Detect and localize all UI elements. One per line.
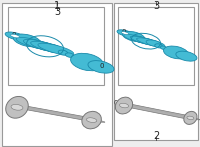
Ellipse shape — [124, 34, 152, 44]
Ellipse shape — [123, 31, 145, 41]
Polygon shape — [195, 118, 200, 120]
Polygon shape — [118, 102, 196, 121]
Text: 1: 1 — [54, 1, 60, 11]
Ellipse shape — [5, 32, 25, 40]
FancyBboxPatch shape — [8, 7, 104, 85]
Ellipse shape — [155, 44, 162, 48]
Ellipse shape — [38, 43, 74, 55]
Ellipse shape — [184, 111, 197, 124]
Text: 0: 0 — [11, 32, 16, 38]
Text: 3: 3 — [153, 1, 159, 11]
Text: 3: 3 — [54, 7, 60, 17]
Ellipse shape — [31, 41, 67, 53]
Ellipse shape — [117, 30, 133, 36]
Text: 2: 2 — [153, 131, 159, 141]
Ellipse shape — [160, 46, 167, 50]
Ellipse shape — [115, 97, 133, 114]
FancyBboxPatch shape — [118, 7, 194, 85]
FancyBboxPatch shape — [114, 3, 198, 140]
Polygon shape — [10, 103, 101, 123]
Ellipse shape — [165, 48, 171, 51]
Ellipse shape — [176, 51, 197, 61]
Ellipse shape — [163, 46, 189, 59]
Ellipse shape — [6, 96, 28, 118]
Text: 0: 0 — [122, 29, 126, 35]
Polygon shape — [100, 120, 105, 122]
Ellipse shape — [72, 55, 79, 59]
Ellipse shape — [13, 34, 41, 47]
Ellipse shape — [146, 40, 162, 47]
Ellipse shape — [35, 42, 55, 51]
Ellipse shape — [58, 50, 68, 55]
Ellipse shape — [121, 32, 129, 35]
Ellipse shape — [23, 39, 59, 51]
Ellipse shape — [28, 40, 48, 49]
Ellipse shape — [82, 111, 101, 129]
Ellipse shape — [71, 53, 103, 71]
Ellipse shape — [11, 104, 23, 110]
Ellipse shape — [137, 38, 165, 47]
Text: 0: 0 — [100, 63, 104, 69]
Ellipse shape — [133, 37, 149, 43]
Ellipse shape — [86, 118, 97, 122]
Text: 0: 0 — [114, 100, 118, 106]
Ellipse shape — [140, 38, 155, 45]
Ellipse shape — [42, 44, 62, 53]
Ellipse shape — [187, 116, 194, 120]
FancyBboxPatch shape — [2, 3, 112, 146]
Ellipse shape — [88, 61, 114, 73]
Ellipse shape — [119, 103, 129, 108]
Ellipse shape — [130, 36, 159, 45]
Ellipse shape — [16, 37, 52, 49]
Ellipse shape — [11, 34, 19, 38]
Ellipse shape — [65, 53, 74, 57]
